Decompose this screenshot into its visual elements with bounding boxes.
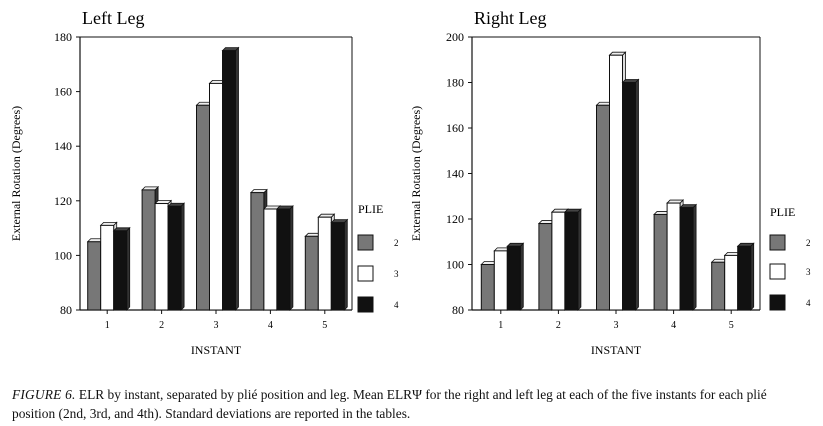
right-x-axis-label: INSTANT — [591, 343, 642, 357]
left-bar-instant3-plie2 — [196, 104, 210, 311]
right-bar-instant4-plie3 — [666, 202, 681, 311]
left-y-tick-label: 180 — [54, 30, 72, 44]
right-bar-instant3-plie3 — [609, 54, 623, 311]
left-x-tick-label: 2 — [159, 320, 164, 331]
right-y-tick-label: 140 — [446, 167, 464, 181]
right-bar-instant1-plie3 — [493, 250, 508, 311]
right-bar-instant2-plie3 — [551, 211, 566, 311]
right-x-tick-label: 2 — [556, 320, 561, 331]
right-bar-instant5-plie4 — [737, 245, 752, 311]
left-bar-instant1-plie4 — [113, 230, 128, 311]
caption-lead: FIGURE 6. — [12, 387, 76, 402]
left-legend-title: PLIE — [358, 202, 383, 216]
left-legend-swatch-2 — [357, 234, 374, 251]
left-bar-instant4-plie3 — [263, 208, 278, 311]
right-chart-title: Right Leg — [474, 8, 547, 28]
right-bar-instant3-plie4 — [622, 82, 636, 311]
right-legend-swatch-3 — [769, 263, 786, 280]
left-bar-instant1-plie3 — [100, 224, 115, 311]
left-y-tick-label: 160 — [54, 85, 72, 99]
right-bar-instant2-plie4 — [564, 211, 579, 311]
left-legend-label-3: 3 — [394, 269, 399, 279]
left-legend-label-4: 4 — [394, 300, 399, 310]
right-bar-instant4-plie2 — [653, 213, 668, 311]
left-y-tick-label: 120 — [54, 194, 72, 208]
right-bar-instant1-plie2 — [480, 264, 495, 311]
right-bar-instant3-plie2 — [596, 104, 610, 311]
left-bar-instant5-plie3 — [317, 216, 332, 311]
left-bar-instant5-plie4 — [330, 222, 345, 311]
left-legend-swatch-3 — [357, 265, 374, 282]
left-bar-instant2-plie3 — [154, 203, 169, 311]
left-bar-instant5-plie2 — [304, 235, 319, 311]
right-bar-instant5-plie2 — [711, 261, 726, 311]
left-chart-title: Left Leg — [82, 8, 144, 28]
figure-caption: FIGURE 6. ELR by instant, separated by p… — [12, 385, 812, 423]
left-bar-instant3-plie3 — [209, 82, 223, 311]
left-bar-instant2-plie4 — [167, 205, 182, 311]
left-bar-instant1-plie2 — [87, 241, 102, 311]
right-y-tick-label: 200 — [446, 30, 464, 44]
left-y-axis-label: External Rotation (Degrees) — [9, 106, 23, 241]
right-legend-title: PLIE — [770, 205, 795, 219]
left-bar-instant2-plie2 — [141, 189, 156, 311]
right-bar-instant5-plie3 — [724, 254, 739, 311]
right-y-tick-label: 100 — [446, 258, 464, 272]
left-y-tick-label: 100 — [54, 248, 72, 262]
left-x-tick-label: 4 — [268, 320, 273, 331]
right-legend-label-2: 2 — [806, 238, 811, 248]
right-y-tick-label: 160 — [446, 121, 464, 135]
right-x-tick-label: 1 — [498, 320, 503, 331]
left-x-tick-label: 1 — [105, 320, 110, 331]
left-y-tick-label: 80 — [60, 303, 72, 317]
right-y-axis-label: External Rotation (Degrees) — [409, 106, 423, 241]
left-bar-instant3-plie4 — [222, 50, 236, 311]
left-x-axis-label: INSTANT — [191, 343, 242, 357]
right-legend-swatch-4 — [769, 294, 786, 311]
left-y-tick-label: 140 — [54, 139, 72, 153]
right-bar-instant4-plie4 — [679, 207, 694, 311]
right-y-tick-label: 80 — [452, 303, 464, 317]
right-x-tick-label: 5 — [729, 320, 734, 331]
right-legend-swatch-2 — [769, 234, 786, 251]
right-x-tick-label: 3 — [614, 320, 619, 331]
right-y-tick-label: 180 — [446, 76, 464, 90]
left-legend-label-2: 2 — [394, 238, 399, 248]
left-x-tick-label: 3 — [214, 320, 219, 331]
right-bar-instant2-plie2 — [538, 223, 553, 311]
left-x-tick-label: 5 — [322, 320, 327, 331]
right-bar-instant1-plie4 — [506, 245, 521, 311]
right-legend-label-3: 3 — [806, 267, 811, 277]
left-bar-instant4-plie2 — [250, 192, 265, 311]
caption-text: ELR by instant, separated by plié positi… — [12, 387, 767, 421]
left-bar-instant4-plie4 — [276, 208, 291, 311]
right-legend-label-4: 4 — [806, 298, 811, 308]
right-y-tick-label: 120 — [446, 212, 464, 226]
right-x-tick-label: 4 — [671, 320, 676, 331]
left-legend-swatch-4 — [357, 296, 374, 313]
